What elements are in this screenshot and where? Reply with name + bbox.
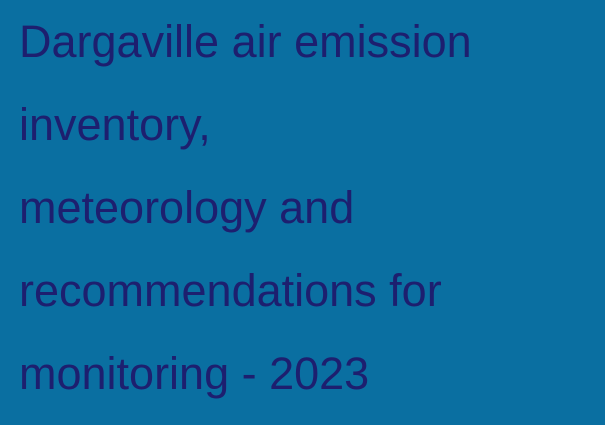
title-line: monitoring - 2023 <box>19 348 370 399</box>
title-line: recommendations for <box>19 265 442 316</box>
title-line: meteorology and <box>19 182 355 233</box>
title-line: Dargaville air emission <box>19 16 472 67</box>
title-line: inventory, <box>19 99 211 150</box>
document-title: Dargaville air emission inventory, meteo… <box>19 0 472 415</box>
